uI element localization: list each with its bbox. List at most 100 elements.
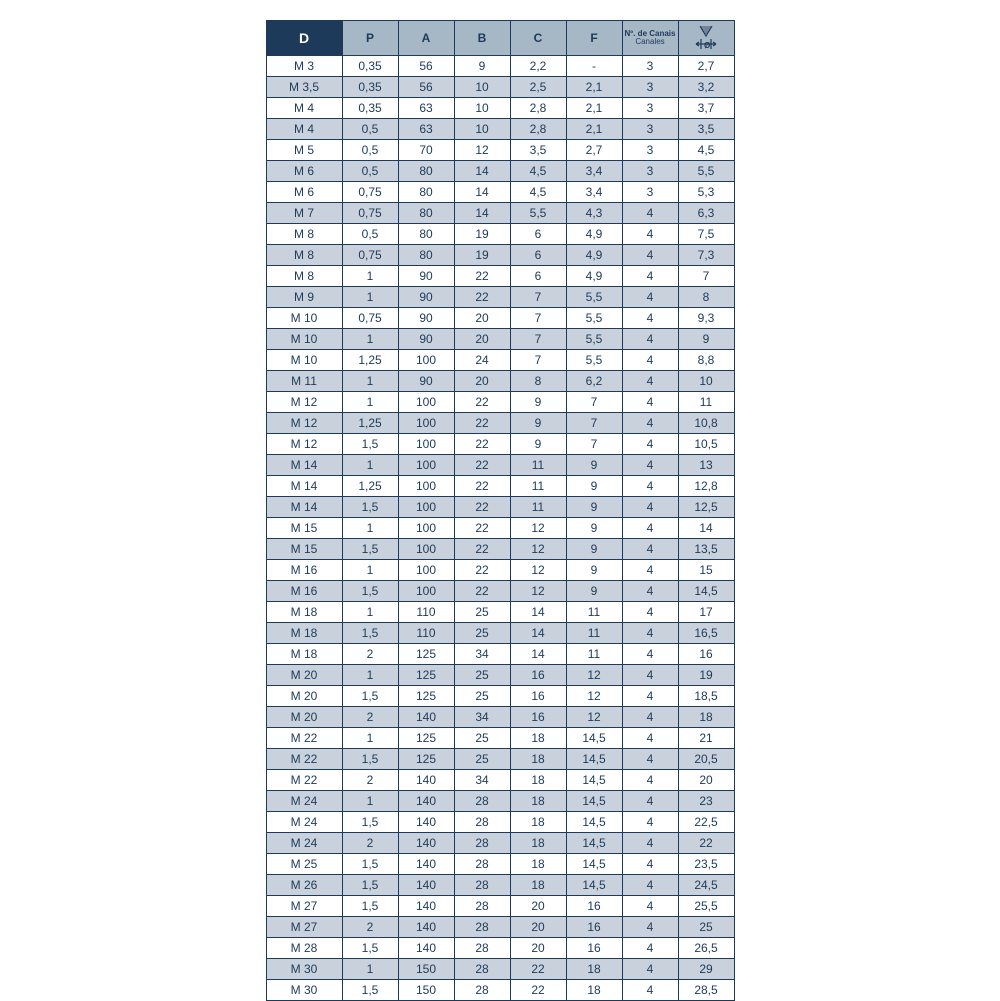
table-row: M 14110022119413 — [266, 455, 734, 476]
cell: 1,5 — [342, 497, 398, 518]
cell: 1 — [342, 455, 398, 476]
cell: 3 — [622, 98, 678, 119]
cell: 9 — [566, 476, 622, 497]
cell: 9 — [566, 560, 622, 581]
cell: 15 — [678, 560, 734, 581]
cell: 1 — [342, 665, 398, 686]
cell: 0,75 — [342, 308, 398, 329]
table-row: M 241140281814,5423 — [266, 791, 734, 812]
cell: 28,5 — [678, 980, 734, 1001]
cell: 14,5 — [566, 770, 622, 791]
cell: 7 — [566, 392, 622, 413]
col-f: F — [566, 21, 622, 56]
cell: 9 — [510, 434, 566, 455]
cell: 12,8 — [678, 476, 734, 497]
cell: 4,3 — [566, 203, 622, 224]
cell: 4 — [622, 728, 678, 749]
cell: 25 — [454, 665, 510, 686]
cell: 22 — [454, 581, 510, 602]
cell: 9 — [510, 392, 566, 413]
cell: 28 — [454, 959, 510, 980]
table-row: M 261,5140281814,5424,5 — [266, 875, 734, 896]
svg-text:Ø: Ø — [704, 41, 710, 50]
cell: 22 — [454, 560, 510, 581]
table-row: M 111902086,2410 — [266, 371, 734, 392]
cell: 28 — [454, 875, 510, 896]
cell: 22 — [454, 497, 510, 518]
cell: 9 — [678, 329, 734, 350]
cell: 14,5 — [566, 875, 622, 896]
cell: 100 — [398, 518, 454, 539]
cell: 18 — [510, 812, 566, 833]
cell: 4 — [622, 497, 678, 518]
cell: 9 — [454, 56, 510, 77]
cell: 80 — [398, 203, 454, 224]
cell: 100 — [398, 413, 454, 434]
cell: 22 — [454, 455, 510, 476]
table-row: M 60,580144,53,435,5 — [266, 161, 734, 182]
cell: 4 — [622, 350, 678, 371]
cell: 9,3 — [678, 308, 734, 329]
table-row: M 272140282016425 — [266, 917, 734, 938]
cell: M 22 — [266, 770, 342, 791]
cell: 14 — [454, 182, 510, 203]
cell: 100 — [398, 581, 454, 602]
cell: M 15 — [266, 539, 342, 560]
table-row: M 81902264,947 — [266, 266, 734, 287]
cell: 0,5 — [342, 161, 398, 182]
cell: 1,5 — [342, 539, 398, 560]
cell: M 14 — [266, 455, 342, 476]
cell: 13 — [678, 455, 734, 476]
table-row: M 222140341814,5420 — [266, 770, 734, 791]
cell: M 24 — [266, 791, 342, 812]
cell: 4 — [622, 371, 678, 392]
cell: 3,4 — [566, 161, 622, 182]
cell: 2,5 — [510, 77, 566, 98]
cell: 1 — [342, 392, 398, 413]
cell: 90 — [398, 308, 454, 329]
table-row: M 121,251002297410,8 — [266, 413, 734, 434]
cell: 18 — [678, 707, 734, 728]
cell: 2 — [342, 917, 398, 938]
cell: 28 — [454, 896, 510, 917]
cell: M 26 — [266, 875, 342, 896]
cell: 3 — [622, 56, 678, 77]
cell: 25 — [678, 917, 734, 938]
cell: M 9 — [266, 287, 342, 308]
cell: 4 — [622, 518, 678, 539]
cell: 1 — [342, 371, 398, 392]
table-row: M 101,251002475,548,8 — [266, 350, 734, 371]
cell: 2,1 — [566, 98, 622, 119]
cell: 70 — [398, 140, 454, 161]
cell: 12 — [510, 518, 566, 539]
cell: 1 — [342, 791, 398, 812]
table-row: M 242140281814,5422 — [266, 833, 734, 854]
cell: 4 — [622, 938, 678, 959]
cell: 63 — [398, 119, 454, 140]
cell: 4 — [622, 287, 678, 308]
cell: 1,25 — [342, 413, 398, 434]
cell: 5,5 — [566, 308, 622, 329]
cell: 18 — [566, 980, 622, 1001]
cell: 16 — [510, 707, 566, 728]
table-row: M 15110022129414 — [266, 518, 734, 539]
cell: 14 — [510, 623, 566, 644]
cell: 14,5 — [566, 833, 622, 854]
cell: 80 — [398, 182, 454, 203]
cell: M 30 — [266, 980, 342, 1001]
cell: 100 — [398, 392, 454, 413]
cell: 140 — [398, 896, 454, 917]
cell: 3 — [622, 119, 678, 140]
cell: 80 — [398, 245, 454, 266]
cell: 0,35 — [342, 77, 398, 98]
cell: 1 — [342, 560, 398, 581]
cell: 1,5 — [342, 581, 398, 602]
cell: - — [566, 56, 622, 77]
table-row: M 182125341411416 — [266, 644, 734, 665]
table-row: M 161,510022129414,5 — [266, 581, 734, 602]
cell: 1 — [342, 959, 398, 980]
cell: 0,75 — [342, 182, 398, 203]
cell: 100 — [398, 455, 454, 476]
cell: 7 — [678, 266, 734, 287]
cell: 2,8 — [510, 119, 566, 140]
